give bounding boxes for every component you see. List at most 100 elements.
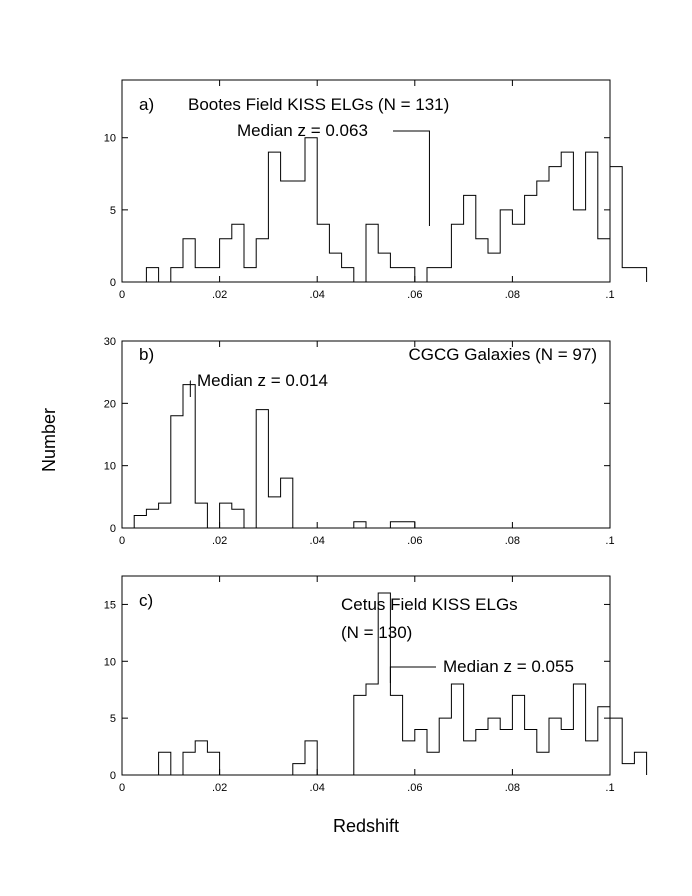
histogram-bin — [549, 718, 561, 775]
histogram-bin — [390, 695, 402, 775]
panel-a-median-label: Median z = 0.063 — [237, 121, 368, 140]
histogram-bin — [451, 224, 463, 282]
histogram-bin — [634, 268, 646, 282]
histogram-bin — [171, 416, 183, 528]
x-tick-label: .08 — [505, 535, 520, 547]
histogram-bin — [512, 224, 524, 282]
histogram-outline — [122, 137, 648, 283]
x-tick-label: .04 — [310, 782, 325, 794]
histogram-bin — [293, 764, 305, 775]
panel-c-title-line2: (N = 130) — [341, 623, 412, 642]
x-tick-label: .08 — [505, 782, 520, 794]
x-tick-label: .1 — [605, 782, 614, 794]
histogram-bin — [586, 152, 598, 282]
x-tick-label: 0 — [119, 289, 125, 301]
histogram-bin — [317, 224, 329, 282]
plot-frame — [121, 575, 611, 776]
x-tick-label: .02 — [212, 782, 227, 794]
histogram-bin — [586, 741, 598, 775]
histogram-bin — [195, 268, 207, 282]
y-tick-label: 15 — [104, 599, 116, 611]
histogram-bin — [220, 503, 232, 528]
histogram-bin — [500, 730, 512, 775]
x-tick-label: 0 — [119, 782, 125, 794]
x-tick-label: .1 — [605, 289, 614, 301]
histogram-bin — [268, 152, 280, 282]
y-tick-label: 0 — [110, 277, 116, 289]
panel-c-median-label: Median z = 0.055 — [443, 657, 574, 676]
histogram-bin — [134, 516, 146, 528]
histogram-bin — [159, 752, 171, 775]
histogram-bin — [329, 253, 341, 282]
histogram-bin — [573, 210, 585, 282]
histogram-bin — [403, 741, 415, 775]
x-tick-label: .06 — [407, 782, 422, 794]
x-tick-label: 0 — [119, 535, 125, 547]
y-tick-label: 20 — [104, 398, 116, 410]
histogram-bin — [610, 718, 622, 775]
histogram-bin — [256, 239, 268, 282]
panel-c-title: Cetus Field KISS ELGs — [341, 595, 518, 614]
histogram-bin — [403, 268, 415, 282]
y-tick-label: 10 — [104, 133, 116, 145]
histogram-bin — [256, 410, 268, 528]
histogram-bin — [366, 224, 378, 282]
panel-b: b) CGCG Galaxies (N = 97) Median z = 0.0… — [104, 336, 615, 547]
x-tick-label: .02 — [212, 289, 227, 301]
histogram-bin — [525, 730, 537, 775]
y-tick-label: 10 — [104, 461, 116, 473]
y-tick-label: 0 — [110, 523, 116, 535]
histogram-bin — [183, 239, 195, 282]
panel-b-title: CGCG Galaxies (N = 97) — [409, 345, 597, 364]
histogram-bin — [427, 752, 439, 775]
histogram-bin — [512, 695, 524, 775]
y-axis-title: Number — [39, 408, 59, 472]
histogram-bin — [488, 718, 500, 775]
histogram-bin — [207, 268, 219, 282]
histogram-bin — [464, 195, 476, 282]
panel-b-median-label: Median z = 0.014 — [197, 371, 328, 390]
histogram-bin — [622, 764, 634, 775]
histogram-outline — [122, 384, 416, 529]
histogram-bin — [549, 167, 561, 282]
histogram-bin — [598, 239, 610, 282]
y-tick-label: 5 — [110, 205, 116, 217]
x-axis-title: Redshift — [333, 816, 399, 836]
histogram-bin — [293, 181, 305, 282]
histogram-bin — [378, 593, 390, 775]
histogram-bin — [573, 684, 585, 775]
histogram-bin — [427, 268, 439, 282]
histogram-bin — [195, 503, 207, 528]
histogram-bin — [525, 195, 537, 282]
histogram-bin — [305, 138, 317, 282]
y-tick-label: 0 — [110, 770, 116, 782]
x-tick-label: .08 — [505, 289, 520, 301]
histogram-bin — [561, 730, 573, 775]
median-marker — [389, 666, 436, 683]
panel-c-label: c) — [139, 591, 153, 610]
y-tick-label: 10 — [104, 656, 116, 668]
histogram-outline — [122, 592, 648, 776]
histogram-bin — [232, 224, 244, 282]
x-tick-label: .1 — [605, 535, 614, 547]
x-tick-label: .06 — [407, 535, 422, 547]
panel-c: c) Cetus Field KISS ELGs (N = 130) Media… — [104, 575, 648, 794]
histogram-bin — [500, 210, 512, 282]
histogram-bin — [159, 503, 171, 528]
histogram-bin — [281, 181, 293, 282]
histogram-bin — [171, 268, 183, 282]
histogram-bin — [183, 752, 195, 775]
histogram-bin — [634, 752, 646, 775]
histogram-bin — [488, 253, 500, 282]
y-tick-label: 30 — [104, 336, 116, 348]
histogram-bin — [476, 239, 488, 282]
panel-a-title: Bootes Field KISS ELGs (N = 131) — [188, 95, 449, 114]
panel-a-label: a) — [139, 95, 154, 114]
histogram-bin — [476, 730, 488, 775]
panel-b-label: b) — [139, 345, 154, 364]
histogram-bin — [146, 509, 158, 528]
histogram-bin — [622, 268, 634, 282]
histogram-bin — [342, 268, 354, 282]
histogram-bin — [537, 181, 549, 282]
